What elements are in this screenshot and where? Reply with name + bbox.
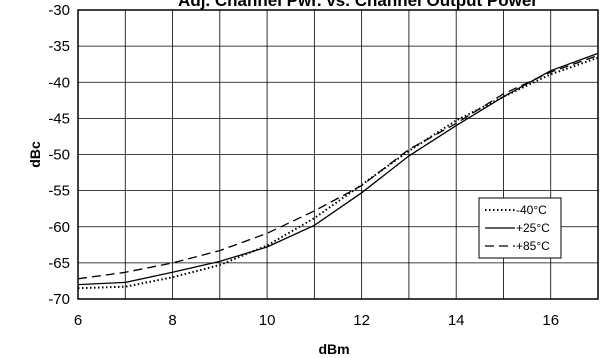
x-tick-label: 12: [353, 312, 370, 329]
y-tick-label: -35: [48, 38, 70, 55]
series-lines: [77, 52, 599, 290]
y-axis-title: dBc: [27, 141, 43, 168]
legend-label: +85°C: [516, 239, 550, 253]
y-tick-label: -70: [48, 291, 70, 308]
y-tick-label: -60: [48, 219, 70, 236]
y-tick-label: -50: [48, 147, 70, 164]
legend-items: -40°C +25°C +85°C: [485, 203, 550, 253]
x-tick-label: 8: [168, 312, 176, 329]
y-tick-label: -45: [48, 110, 70, 127]
x-tick-label: 6: [74, 312, 82, 329]
legend: -40°C +25°C +85°C: [478, 197, 562, 259]
plot-frame: [77, 9, 599, 300]
x-tick-label: 16: [542, 312, 559, 329]
y-tick-label: -40: [48, 74, 70, 91]
series-line: [77, 54, 599, 280]
chart-title: Adj. Channel Pwr. vs. Channel Output Pow…: [178, 0, 538, 10]
y-tick-label: -55: [48, 183, 70, 200]
series-line: [77, 52, 599, 286]
y-tick-label: -65: [48, 255, 70, 272]
grid-lines: [78, 10, 598, 299]
y-tick-label: -30: [48, 2, 70, 19]
x-tick-label: 14: [448, 312, 465, 329]
x-tick-label: 10: [259, 312, 276, 329]
legend-label: -40°C: [516, 203, 547, 217]
y-tick-labels: -30 -35 -40 -45 -50 -55 -60 -65 -70: [48, 2, 70, 308]
x-tick-labels: 6 8 10 12 14 16: [74, 312, 559, 329]
legend-label: +25°C: [516, 221, 550, 235]
x-axis-title: dBm: [318, 341, 349, 357]
